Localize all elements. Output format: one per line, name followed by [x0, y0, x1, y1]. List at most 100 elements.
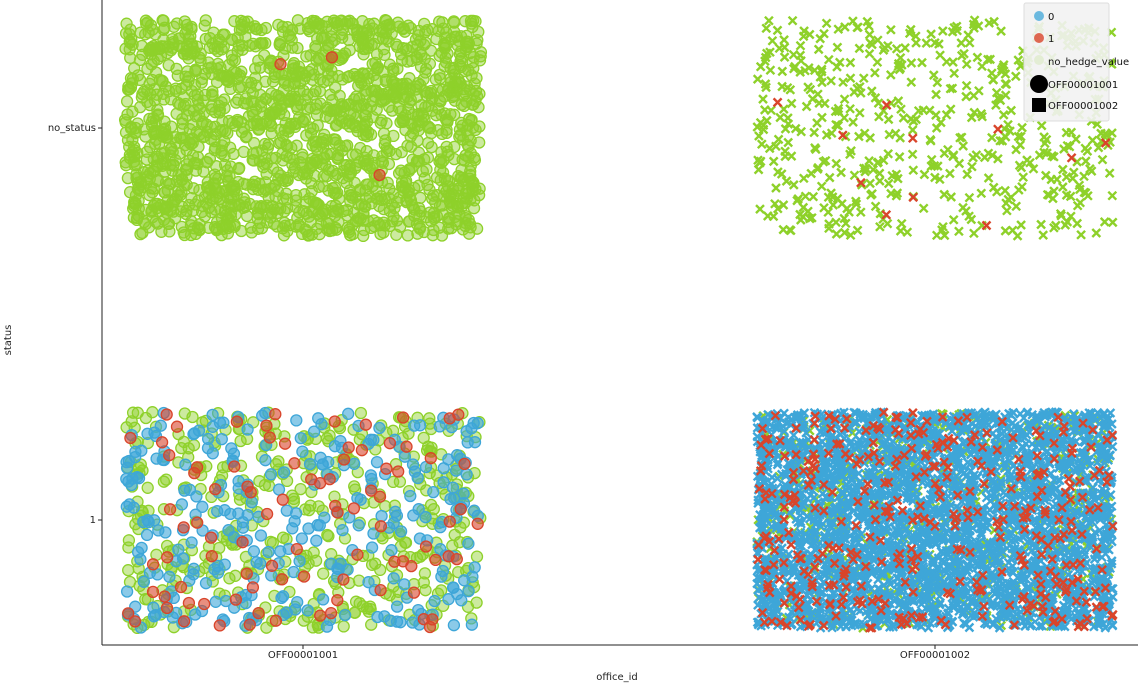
- data-point: [146, 558, 160, 571]
- data-point: [246, 581, 260, 594]
- data-point: [288, 457, 301, 470]
- data-point: [1012, 231, 1023, 241]
- data-point: [380, 462, 393, 475]
- data-point: [348, 457, 361, 470]
- data-point: [424, 452, 437, 465]
- data-point: [808, 191, 819, 202]
- data-point: [1006, 105, 1017, 116]
- data-point: [158, 122, 172, 135]
- data-point: [398, 578, 411, 591]
- data-point: [365, 558, 379, 571]
- data-point: [374, 88, 387, 101]
- data-point: [383, 437, 397, 450]
- data-point: [961, 59, 972, 70]
- data-point: [255, 117, 268, 130]
- data-point: [417, 576, 430, 589]
- data-point: [1011, 201, 1022, 212]
- data-point: [288, 76, 302, 89]
- data-point: [321, 223, 334, 236]
- data-point: [1071, 134, 1081, 144]
- data-point: [291, 595, 304, 609]
- data-point: [211, 45, 224, 58]
- data-point: [126, 105, 139, 118]
- data-point: [441, 116, 454, 129]
- data-point: [151, 217, 164, 230]
- data-point: [213, 619, 226, 632]
- data-point: [373, 490, 387, 503]
- data-point: [145, 58, 158, 71]
- data-point: [353, 597, 366, 610]
- data-point: [182, 596, 196, 610]
- data-point: [845, 57, 856, 68]
- data-point: [303, 457, 317, 471]
- data-point: [147, 610, 161, 623]
- data-point: [783, 137, 794, 148]
- data-point: [163, 449, 176, 462]
- data-point: [1036, 120, 1047, 131]
- data-point: [129, 125, 143, 139]
- data-point: [331, 186, 344, 200]
- data-point: [170, 420, 184, 433]
- data-point: [278, 437, 292, 450]
- data-point: [882, 218, 893, 229]
- data-point: [1016, 220, 1026, 230]
- data-point: [136, 181, 150, 194]
- data-point: [470, 550, 484, 563]
- data-point: [259, 454, 272, 467]
- data-point: [166, 41, 179, 54]
- data-point: [423, 412, 436, 425]
- data-point: [167, 20, 181, 33]
- data-point: [255, 222, 269, 235]
- data-point: [948, 57, 958, 67]
- data-point: [231, 31, 244, 44]
- data-point: [885, 70, 896, 80]
- data-point: [849, 87, 860, 97]
- data-point: [378, 610, 391, 623]
- data-point: [259, 21, 273, 35]
- data-point: [359, 418, 372, 431]
- data-point: [374, 583, 387, 597]
- data-point: [127, 211, 141, 224]
- data-point: [225, 442, 238, 455]
- data-point: [783, 113, 793, 123]
- data-point: [447, 619, 461, 632]
- data-point: [919, 169, 930, 180]
- data-point: [962, 169, 973, 180]
- data-point: [283, 151, 296, 164]
- data-point: [777, 66, 788, 77]
- data-point: [205, 550, 218, 563]
- data-point: [348, 480, 361, 493]
- data-point: [141, 481, 154, 494]
- data-point: [436, 564, 450, 578]
- data-point: [798, 173, 809, 184]
- data-point: [801, 101, 812, 112]
- data-point: [1072, 218, 1083, 229]
- data-point: [845, 103, 855, 114]
- data-point: [409, 33, 423, 46]
- data-point: [351, 214, 364, 228]
- data-point: [1022, 155, 1032, 165]
- data-point: [824, 172, 835, 183]
- data-point: [346, 228, 359, 241]
- data-point: [396, 555, 410, 568]
- data-point: [400, 195, 413, 209]
- data-point: [123, 35, 136, 48]
- data-point: [377, 226, 390, 239]
- data-point: [465, 69, 478, 82]
- data-point: [407, 586, 421, 599]
- data-point: [1080, 156, 1091, 166]
- data-point: [831, 229, 842, 239]
- data-point: [946, 192, 957, 202]
- data-point: [218, 504, 231, 517]
- data-point: [213, 192, 226, 205]
- data-point: [855, 207, 866, 218]
- data-point: [360, 130, 374, 143]
- data-point: [336, 73, 349, 86]
- data-point: [259, 176, 272, 189]
- data-point: [387, 64, 400, 78]
- data-point: [788, 49, 799, 60]
- data-point: [864, 29, 875, 40]
- data-point: [243, 618, 256, 631]
- data-point: [993, 124, 1003, 135]
